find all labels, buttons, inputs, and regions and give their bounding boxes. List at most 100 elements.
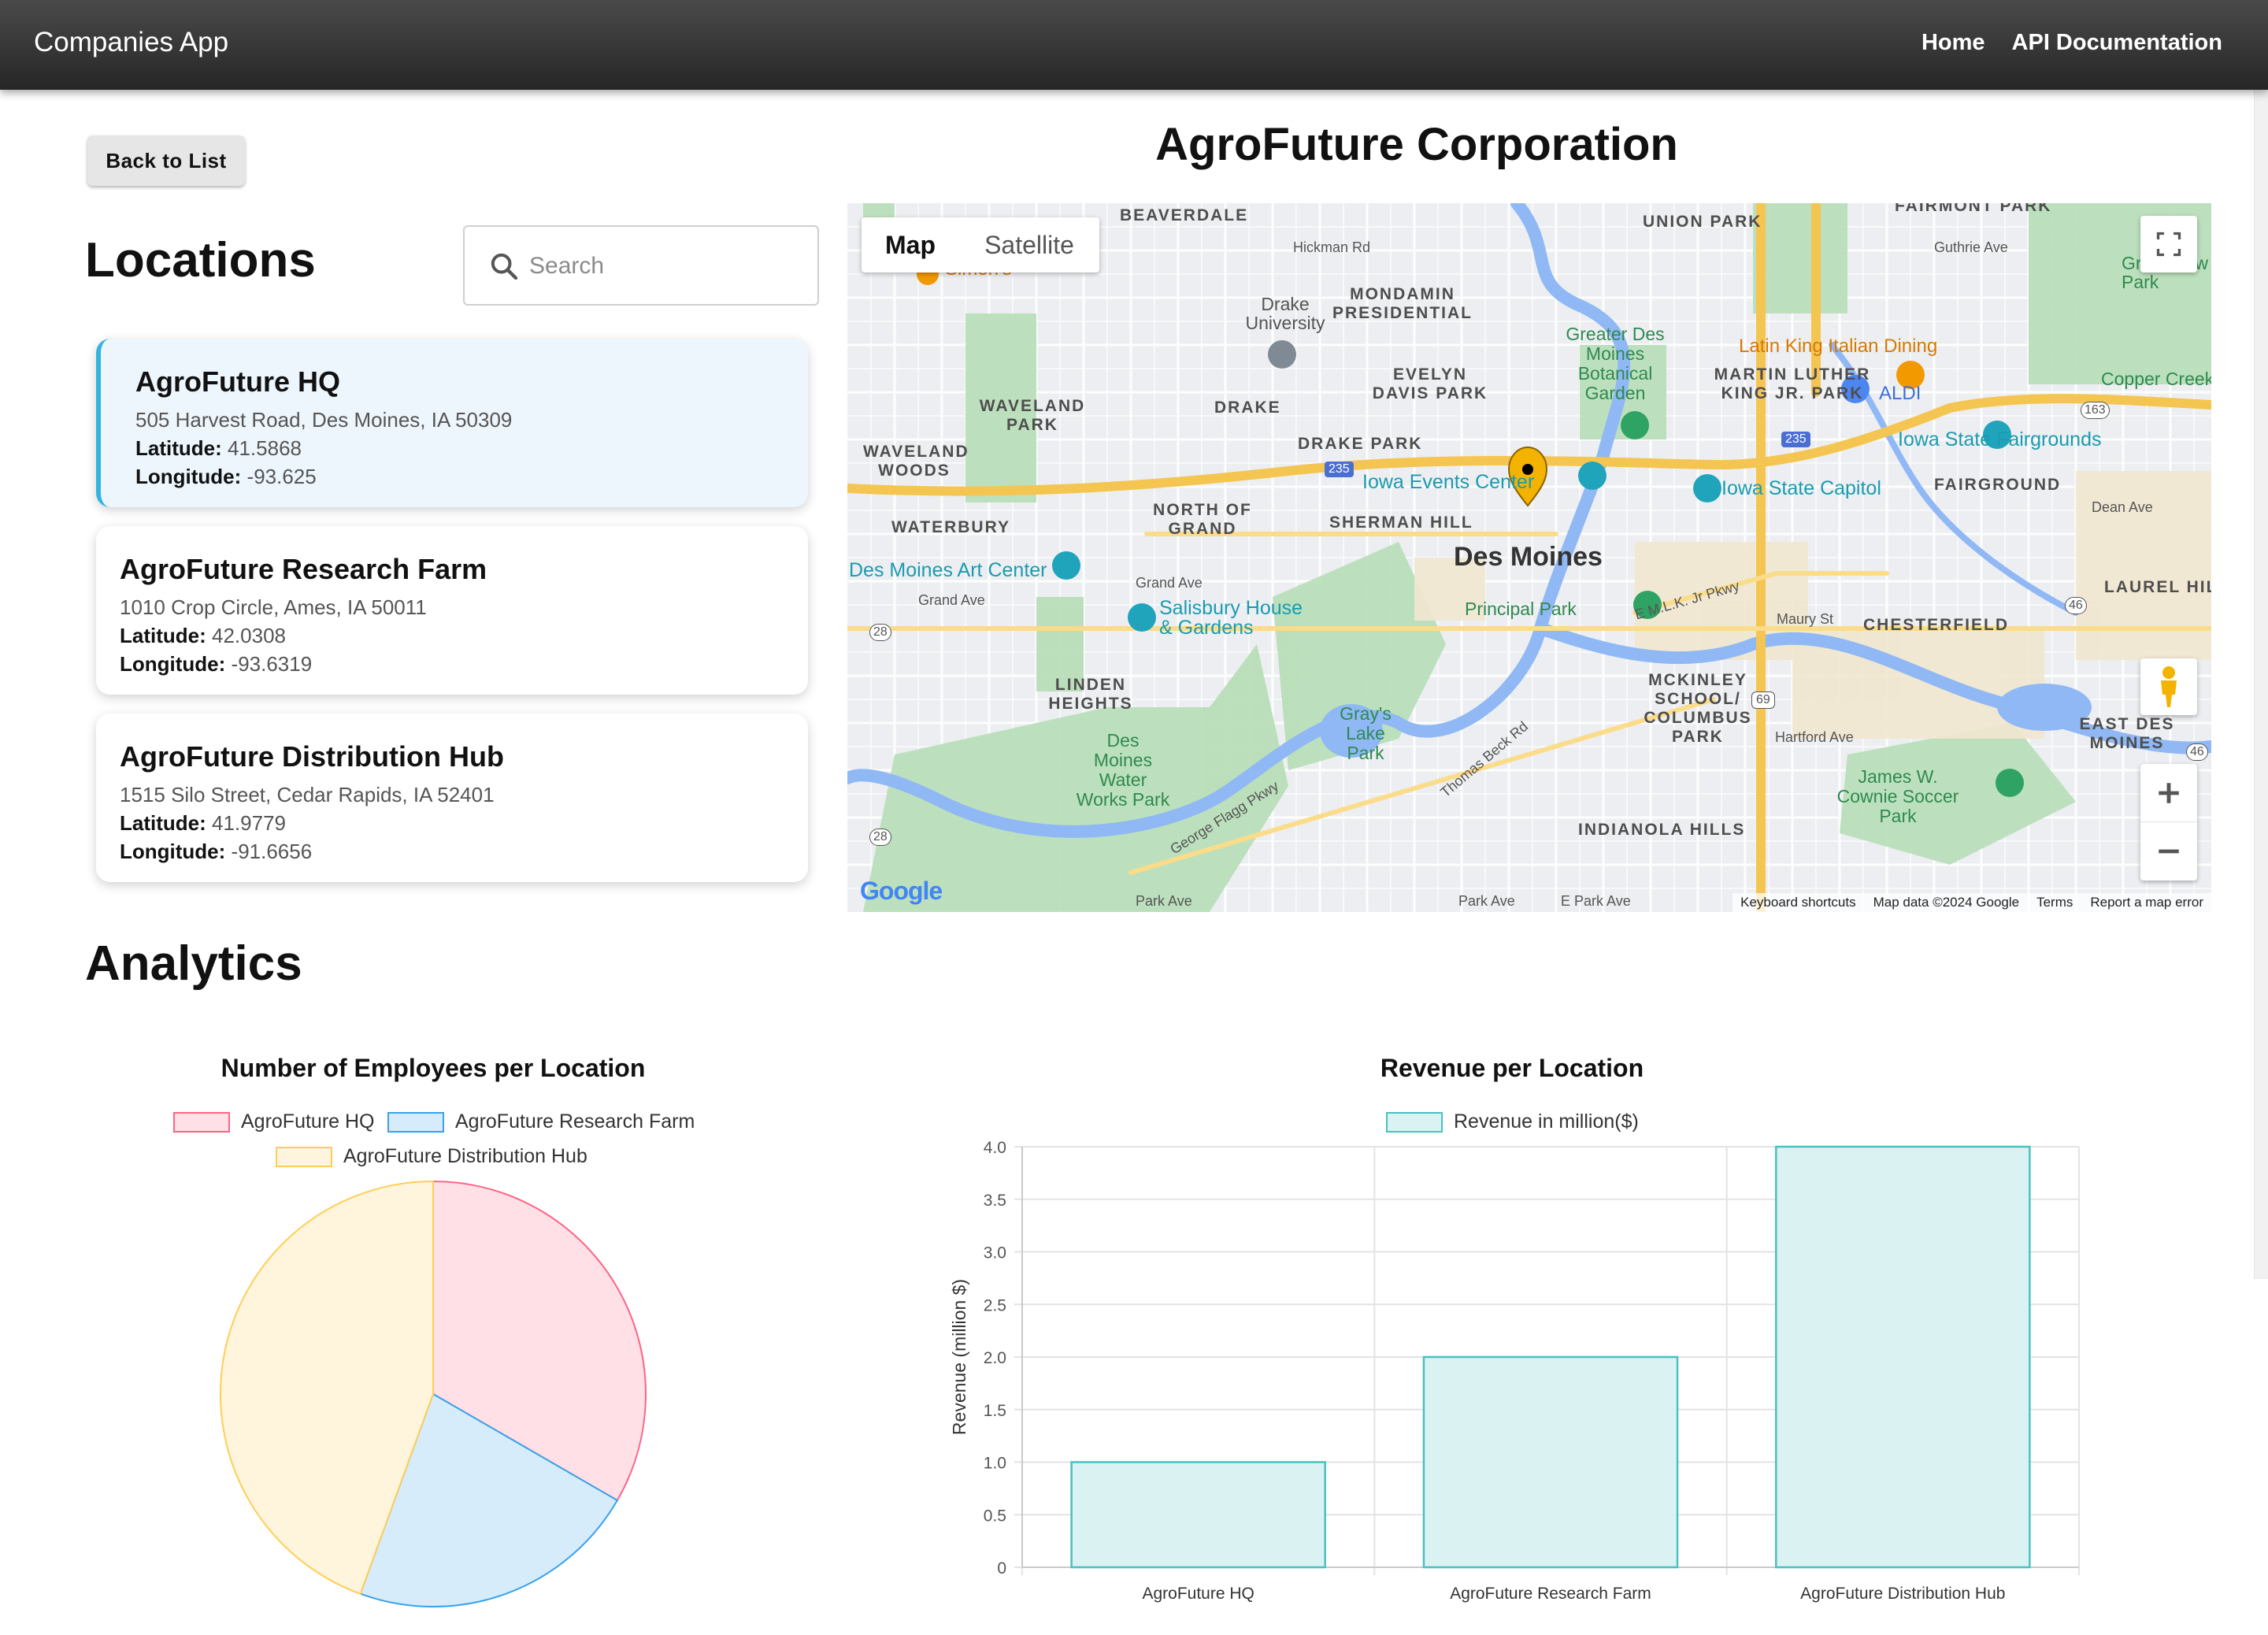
pie-slice-2[interactable] [220,1180,434,1596]
page-scrollbar[interactable] [2254,90,2268,1279]
y-axis-label: Revenue (million $) [949,1279,969,1435]
pie-slice-0[interactable] [432,1180,647,1502]
map-label-iowa-capitol: Iowa State Capitol [1721,477,1881,499]
y-tick-label: 0 [997,1559,1006,1578]
nav-home-link[interactable]: Home [1921,30,1985,55]
map-label-sherman-hill: SHERMAN HILL [1329,513,1473,532]
map-label-north-of-grand: NORTH OF GRAND [1153,501,1252,538]
map-label-waterbury: WATERBURY [891,518,1010,536]
bar-legend-swatch [1386,1111,1443,1133]
map-label-salisbury: Salisbury House & Gardens [1159,597,1303,639]
bar-legend-item[interactable]: Revenue in million($) [1386,1110,1639,1133]
google-logo-text: Google [860,877,943,905]
longitude-label: Longitude: [120,840,226,863]
y-tick-label: 1.5 [984,1402,1006,1420]
map-label-latin-king: Latin King Italian Dining [1739,336,1938,357]
pie-legend-item[interactable]: AgroFuture Research Farm [387,1110,695,1133]
terms-link[interactable]: Terms [2036,895,2073,910]
bar-chart: 0 0.5 1.0 1.5 2.0 2.5 3.0 3.5 4.0 AgroFuture HQ Ag… [949,1139,2080,1603]
map-label-fairground: FAIRGROUND [1934,476,2062,494]
location-card-distribution-hub[interactable]: AgroFuture Distribution Hub 1515 Silo St… [96,714,808,882]
zoom-controls [2140,764,2197,881]
location-name: AgroFuture Research Farm [120,553,487,585]
location-longitude: Longitude: -93.6319 [120,652,312,677]
bar-chart-title: Revenue per Location [1380,1054,1644,1082]
map-label-principal-park: Principal Park [1465,599,1577,619]
map-label-waterworks: Des Moines Water Works Park [1076,730,1170,810]
map-base-layer [847,203,2211,912]
y-tick-label: 2.0 [984,1349,1006,1367]
location-latitude: Latitude: 41.9779 [120,811,286,836]
map-label-chesterfield: CHESTERFIELD [1863,616,2010,634]
bar-0[interactable] [1070,1461,1326,1569]
report-map-error-link[interactable]: Report a map error [2090,895,2203,910]
hwy46-shield-icon: 46 [2065,597,2087,614]
street-view-button[interactable] [2140,658,2197,715]
map-label-evelyn-davis: EVELYN DAVIS PARK [1372,365,1488,402]
hwy46-shield-icon-2: 46 [2186,743,2208,761]
map-label-fairgrounds: Iowa State Fairgrounds [1898,428,2102,450]
location-card-hq[interactable]: AgroFuture HQ 505 Harvest Road, Des Moin… [96,339,808,507]
pie-legend-swatch-0 [173,1111,230,1133]
search-icon [491,253,518,280]
zoom-in-button[interactable] [2140,764,2197,822]
location-longitude: Longitude: -93.625 [135,465,317,489]
pie-legend-item[interactable]: AgroFuture Distribution Hub [276,1145,587,1168]
map-label-waveland-woods: WAVELAND WOODS [863,443,969,480]
x-tick-label: AgroFuture Distribution Hub [1800,1585,2005,1603]
map-label-mondamin: MONDAMIN PRESIDENTIAL [1332,285,1473,322]
location-marker-icon [1507,446,1548,507]
pie-slice-1[interactable] [359,1392,619,1607]
pie-chart [220,1180,647,1607]
map-label-drake-park: DRAKE PARK [1298,435,1423,453]
map-footer: Keyboard shortcuts Map data ©2024 Google… [1732,893,2211,912]
fullscreen-icon [2156,232,2181,257]
keyboard-shortcuts-link[interactable]: Keyboard shortcuts [1740,895,1856,910]
minus-icon [2159,849,2179,854]
map-label-aldi: ALDI [1879,383,1922,404]
map-view[interactable]: BEAVERDALE UNION PARK FAIRMONT PARK Gran… [847,203,2211,912]
map-label-guthrie-ave: Guthrie Ave [1934,239,2008,255]
pie-chart-title: Number of Employees per Location [220,1054,646,1082]
location-address: 505 Harvest Road, Des Moines, IA 50309 [135,408,513,432]
top-nav: Home API Documentation [1922,30,2222,56]
pie-legend-label-1: AgroFuture Research Farm [455,1110,695,1133]
y-tick-label: 3.0 [984,1244,1006,1262]
pie-legend-swatch-1 [387,1111,444,1133]
app-title[interactable]: Companies App [34,27,229,57]
map-type-satellite-button[interactable]: Satellite [984,230,1074,259]
hwy163-shield-icon: 163 [2081,402,2110,419]
latitude-value: 41.9779 [212,811,286,835]
longitude-label: Longitude: [120,652,226,676]
map-type-map-button[interactable]: Map [885,230,936,259]
map-label-grand-ave: Grand Ave [918,592,985,608]
location-name: AgroFuture HQ [135,365,340,398]
back-to-list-button[interactable]: Back to List [87,135,245,186]
zoom-out-button[interactable] [2140,822,2197,881]
map-label-grand-ave-2: Grand Ave [1136,575,1203,591]
map-label-maury-st: Maury St [1777,611,1834,627]
latitude-label: Latitude: [120,624,206,647]
map-label-e-park-ave: E Park Ave [1561,893,1631,909]
app-bar: Companies App Home API Documentation [0,0,2268,90]
map-label-grays-lake: Gray's Lake Park [1340,703,1392,763]
location-card-research-farm[interactable]: AgroFuture Research Farm 1010 Crop Circl… [96,526,808,695]
i235-shield-icon-2: 235 [1781,432,1810,447]
map-label-mckinley: MCKINLEY SCHOOL/ COLUMBUS PARK [1644,671,1752,746]
y-tick-label: 1.0 [984,1455,1006,1473]
search-input[interactable] [529,246,797,287]
google-logo[interactable]: Google [860,877,943,906]
pie-legend-label-0: AgroFuture HQ [241,1110,375,1133]
latitude-label: Latitude: [135,436,222,460]
x-tick-label: AgroFuture Research Farm [1450,1585,1651,1603]
pie-legend-swatch-2 [276,1146,332,1167]
search-box[interactable] [463,225,819,306]
bar-1[interactable] [1422,1355,1679,1569]
fullscreen-button[interactable] [2140,216,2197,272]
latitude-value: 42.0308 [212,624,286,647]
pie-legend-item[interactable]: AgroFuture HQ [173,1110,375,1133]
latitude-label: Latitude: [120,811,206,835]
bar-2[interactable] [1775,1145,2031,1569]
nav-api-docs-link[interactable]: API Documentation [2011,30,2222,55]
hwy28-shield-icon: 28 [869,624,891,641]
